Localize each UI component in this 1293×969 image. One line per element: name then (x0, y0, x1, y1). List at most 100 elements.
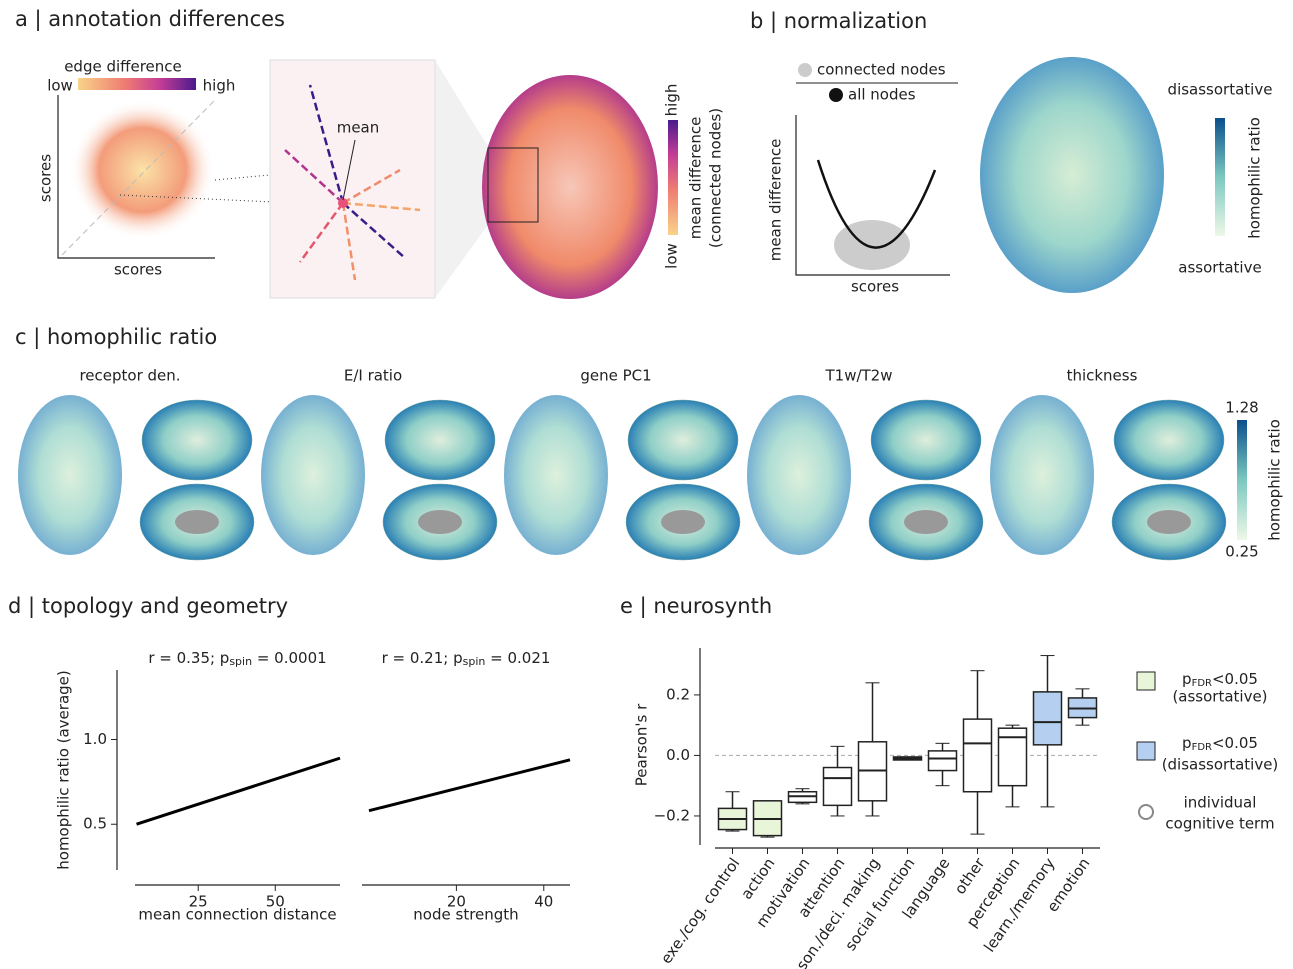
brain (482, 75, 658, 299)
chart-title: r = 0.21; pspin = 0.021 (382, 649, 551, 669)
legend-label: pFDR<0.05 (1182, 734, 1258, 754)
colorbar-label: homophilic ratio (1266, 419, 1284, 541)
colorbar-high: high (663, 84, 681, 117)
corpus-callosum (175, 510, 219, 534)
colorbar-low: low (47, 77, 73, 95)
legend-swatch (1136, 741, 1156, 761)
legend-label: pFDR<0.05 (1182, 670, 1258, 690)
y-label: homophilic ratio (average) (55, 670, 73, 869)
x-tick-label: exe./cog. control (657, 855, 743, 968)
colorbar (1237, 420, 1247, 540)
colorbar-bottom: assortative (1178, 259, 1261, 277)
legend-label: all nodes (848, 86, 916, 104)
brain-axial (747, 395, 851, 555)
diagonal (61, 99, 216, 256)
panel-title: d | topology and geometry (8, 594, 288, 619)
x-tick-label: 50 (266, 893, 285, 911)
panel-title: e | neurosynth (620, 594, 772, 619)
box (962, 718, 993, 793)
corpus-callosum (1147, 510, 1191, 534)
map-title: thickness (1067, 367, 1138, 385)
map-title: E/I ratio (344, 367, 402, 385)
colorbar (668, 120, 678, 235)
panel-title: c | homophilic ratio (15, 325, 217, 350)
zoom-box (487, 147, 539, 223)
title-part: = 0.0001 (252, 649, 327, 667)
connector (214, 174, 271, 181)
panel-title: a | annotation differences (15, 7, 285, 32)
colorbar (1215, 118, 1225, 236)
connector (119, 194, 341, 206)
y-tick-label: −0.2 (654, 806, 690, 824)
point-cloud (834, 220, 910, 270)
colorbar-label: edge difference (64, 58, 182, 76)
brain-lateral (141, 399, 253, 481)
colorbar-min: 0.25 (1225, 543, 1258, 561)
legend-swatch (1136, 671, 1156, 691)
box (927, 750, 958, 772)
density (70, 100, 215, 240)
y-tick-label: 0.0 (666, 746, 690, 764)
brain-lateral (1113, 399, 1225, 481)
corpus-callosum (904, 510, 948, 534)
title-part: spin (229, 655, 252, 668)
corpus-callosum (418, 510, 462, 534)
title-part: r = 0.21; p (382, 649, 463, 667)
edges (284, 84, 421, 281)
x-label: scores (114, 261, 162, 279)
y-tick-label: 0.5 (83, 815, 107, 833)
title-part: spin (463, 655, 486, 668)
legend-label: cognitive term (1165, 815, 1274, 833)
brain (980, 57, 1164, 293)
colorbar-top: disassortative (1168, 81, 1273, 99)
colorbar-label: (connected nodes) (707, 108, 725, 248)
brain-axial (504, 395, 608, 555)
colorbar-label: homophilic ratio (1246, 117, 1264, 239)
pointer (342, 139, 356, 201)
corpus-callosum (661, 510, 705, 534)
y-label: mean difference (767, 139, 785, 262)
zoom-cone (435, 60, 490, 298)
legend-label: connected nodes (817, 61, 946, 79)
brain-lateral (870, 399, 982, 481)
colorbar-low: low (663, 243, 681, 269)
brain-lateral (627, 399, 739, 481)
legend-label: (assortative) (1172, 688, 1267, 706)
title-part: = 0.021 (485, 649, 550, 667)
x-label: mean connection distance (138, 906, 336, 924)
zoom-label: mean (337, 119, 380, 137)
y-label: scores (37, 154, 55, 202)
fit-line (368, 758, 571, 813)
brain-axial (18, 395, 122, 555)
x-tick-label: 40 (534, 893, 553, 911)
chart-title: r = 0.35; pspin = 0.0001 (148, 649, 326, 669)
box (822, 766, 853, 807)
x-label: scores (851, 278, 899, 296)
legend-label: individual (1184, 794, 1257, 812)
box (1032, 691, 1063, 746)
node (338, 198, 348, 208)
map-title: T1w/T2w (824, 367, 892, 385)
map-title: gene PC1 (580, 367, 651, 385)
title-part: r = 0.35; p (148, 649, 229, 667)
fit-line (136, 756, 341, 826)
legend-label: (disassortative) (1162, 756, 1279, 774)
brain-axial (990, 395, 1094, 555)
colorbar-max: 1.28 (1225, 399, 1258, 417)
brain-axial (261, 395, 365, 555)
legend-marker (829, 88, 843, 102)
x-label: node strength (413, 906, 518, 924)
y-tick-label: 1.0 (83, 730, 107, 748)
colorbar (78, 78, 196, 90)
y-tick-label: 0.2 (666, 685, 690, 703)
x-tick-label: 25 (189, 893, 208, 911)
map-title: receptor den. (79, 367, 180, 385)
brain-lateral (384, 399, 496, 481)
legend-marker (1138, 804, 1154, 820)
axes (795, 115, 950, 276)
x-tick-label: 20 (447, 893, 466, 911)
legend-marker (798, 63, 812, 77)
colorbar-high: high (203, 77, 236, 95)
panel-title: b | normalization (750, 9, 927, 34)
